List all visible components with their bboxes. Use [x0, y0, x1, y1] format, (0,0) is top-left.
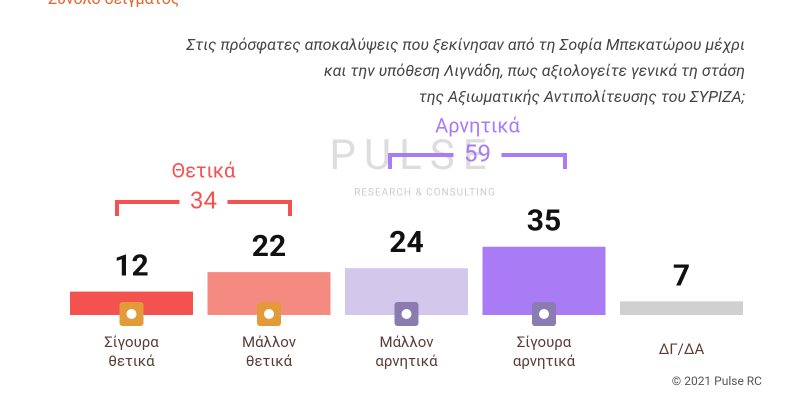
group-value: 59 — [464, 139, 491, 167]
group-bracket — [115, 200, 292, 216]
group-bracket — [388, 153, 567, 169]
icon-shape — [264, 309, 274, 319]
copyright: © 2021 Pulse RC — [672, 374, 762, 388]
value-label: 7 — [673, 258, 690, 293]
bar — [620, 301, 743, 315]
x-tick-label: Σίγουρα θετικά — [104, 333, 159, 370]
x-tick-label: Μάλλον αρνητικά — [375, 333, 438, 370]
subtitle: και την υπόθεση Λιγνάδη, πως αξιολογείτε… — [324, 61, 745, 80]
subtitle: της Αξιωματικής Αντιπολίτευσης του ΣΥΡΙΖ… — [419, 87, 746, 106]
group-label: Θετικά — [172, 158, 236, 182]
value-label: 22 — [252, 229, 286, 264]
value-label: 24 — [389, 225, 423, 260]
value-label: 35 — [527, 204, 561, 239]
chart-title: Σύνολο δείγματος — [48, 0, 180, 8]
x-tick-label: ΔΓ/ΔΑ — [658, 340, 705, 358]
watermark-tagline: RESEARCH & CONSULTING — [354, 188, 496, 199]
icon-shape — [401, 309, 412, 319]
x-tick-label: Μάλλον θετικά — [241, 333, 297, 370]
icon-shape — [126, 309, 137, 319]
x-tick-label: Σίγουρα αρνητικά — [512, 333, 576, 370]
subtitle: Στις πρόσφατες αποκαλύψεις που ξεκίνησαν… — [185, 35, 745, 54]
group-value: 34 — [190, 186, 217, 214]
icon-shape — [539, 309, 549, 319]
value-label: 12 — [114, 249, 148, 284]
group-label: Αρνητικά — [435, 113, 520, 137]
